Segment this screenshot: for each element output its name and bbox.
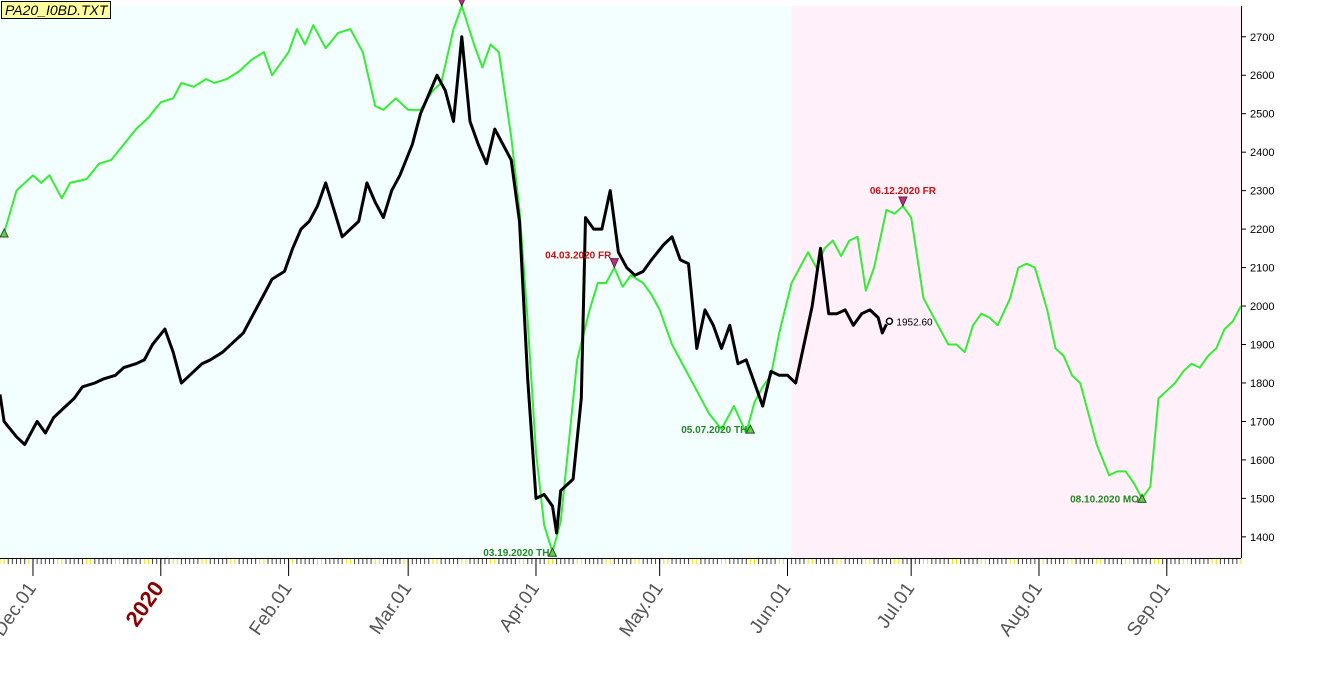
y-tick-label: 2000: [1250, 301, 1274, 313]
y-tick-label: 2200: [1250, 224, 1274, 236]
series-layer: 1952.60: [0, 5, 1242, 554]
price-series-line: [0, 35, 888, 535]
x-tick-label: 2020: [120, 577, 169, 631]
x-axis: Dec.01 2020 Feb.01 Mar.01 Apr.01 May.01 Jun.01…: [0, 558, 1242, 641]
pivot-date-label: 06.12.2020 FR: [870, 186, 937, 197]
pivot-date-label: 05.07.2020 TH: [681, 425, 747, 436]
y-tick-label: 1900: [1250, 340, 1274, 352]
y-tick-label: 2700: [1250, 32, 1274, 44]
x-tick-label: Aug.01: [995, 579, 1047, 640]
y-tick-label: 1400: [1250, 532, 1274, 544]
pivot-high-marker: [458, 0, 465, 8]
y-tick-label: 1800: [1250, 378, 1274, 390]
x-tick-label: May.01: [616, 579, 668, 641]
y-tick-label: 2100: [1250, 263, 1274, 275]
pivot-low-marker: [547, 547, 558, 557]
x-tick-label: Mar.01: [366, 579, 417, 639]
y-tick-label: 2500: [1250, 109, 1274, 121]
y-tick-label: 1700: [1250, 416, 1274, 428]
x-tick-label: Sep.01: [1123, 579, 1175, 640]
history-region: [0, 6, 792, 558]
file-name-label: PA20_I0BD.TXT: [1, 1, 112, 19]
y-tick-label: 2300: [1250, 186, 1274, 198]
y-tick-label: 1600: [1250, 455, 1274, 467]
pivot-low-marker: [1137, 493, 1147, 503]
y-axis: 1400 1500 1600 1700 1800 1900 2000 2100 2200 2300…: [1241, 6, 1274, 558]
pivot-date-label: 08.10.2020 MO: [1070, 494, 1139, 505]
x-tick-label: Jun.01: [746, 579, 796, 638]
y-tick-label: 2400: [1250, 147, 1274, 159]
last-value-label: 1952.60: [896, 317, 933, 328]
x-tick-label: Apr.01: [495, 579, 544, 636]
pivot-low-marker: [0, 227, 9, 238]
x-tick-label: Jul.01: [873, 579, 919, 633]
pivot-high-marker: [898, 196, 908, 208]
x-tick-label: Feb.01: [246, 579, 297, 640]
forecast-series-line: [3, 5, 1242, 554]
x-tick-label: Dec.01: [0, 579, 41, 640]
pivot-date-label: 03.19.2020 TH: [483, 548, 549, 559]
pivot-low-marker: [745, 424, 756, 434]
y-tick-label: 2600: [1250, 70, 1274, 82]
pivot-high-marker: [609, 258, 620, 269]
pivot-date-label: 04.03.2020 FR: [545, 251, 612, 262]
y-tick-label: 1500: [1250, 493, 1274, 505]
forecast-region: [791, 6, 1241, 558]
last-value-marker: [885, 317, 894, 326]
